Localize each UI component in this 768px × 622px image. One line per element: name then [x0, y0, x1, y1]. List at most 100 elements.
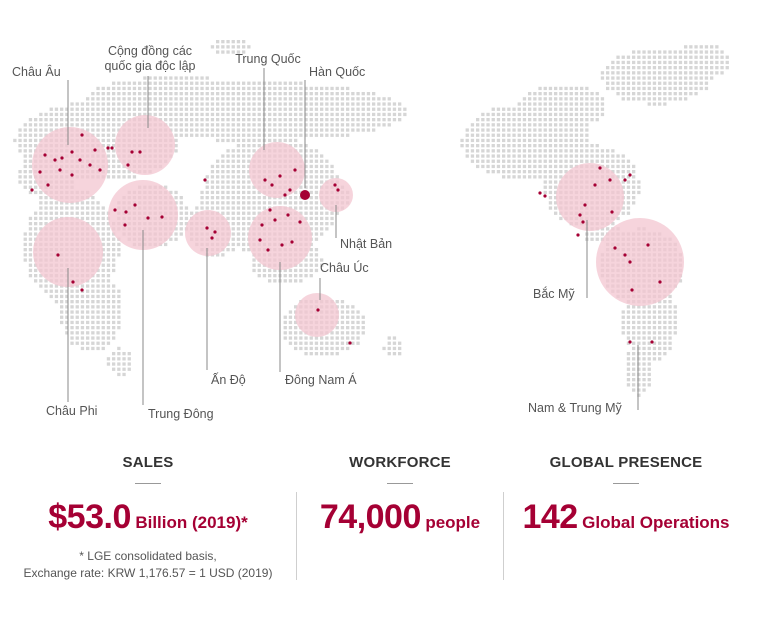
map-dot	[314, 253, 319, 257]
map-dot	[205, 201, 209, 205]
map-dot	[616, 66, 620, 70]
map-dot	[325, 118, 329, 122]
map-dot	[184, 102, 189, 106]
map-dot	[621, 71, 625, 75]
map-dot	[470, 154, 475, 158]
map-dot	[512, 149, 516, 153]
map-dot	[637, 71, 641, 75]
map-dot	[80, 336, 85, 340]
map-dot	[580, 128, 584, 132]
map-dot	[112, 133, 116, 137]
map-dot	[101, 138, 105, 143]
map-dot	[23, 123, 27, 127]
map-dot	[507, 107, 511, 111]
map-dot	[205, 97, 209, 101]
region-circle-japan	[319, 178, 353, 212]
map-dot	[564, 138, 568, 143]
map-dot	[247, 138, 251, 143]
map-dot	[101, 315, 105, 319]
map-dot	[278, 92, 282, 96]
map-dot	[309, 263, 313, 267]
map-dot	[44, 279, 48, 283]
map-dot	[658, 66, 662, 70]
map-dot	[325, 341, 329, 345]
map-dot	[112, 144, 116, 148]
map-dot	[278, 138, 282, 143]
map-dot	[632, 180, 636, 184]
map-dot	[106, 331, 111, 335]
map-dot	[231, 128, 235, 132]
map-dot	[320, 92, 324, 96]
map-dot	[28, 138, 33, 143]
map-dot	[611, 154, 615, 158]
map-dot	[70, 320, 74, 325]
map-dot	[294, 138, 298, 143]
map-dot	[704, 81, 709, 85]
map-dot	[117, 175, 121, 179]
map-dot	[564, 170, 568, 174]
map-dot	[574, 102, 579, 106]
map-dot	[502, 123, 506, 127]
map-dot	[242, 201, 246, 205]
map-dot	[668, 50, 672, 54]
map-dot	[481, 159, 485, 163]
map-dot	[117, 118, 121, 122]
map-dot	[658, 71, 662, 75]
map-dot	[200, 92, 204, 96]
map-dot	[356, 123, 360, 127]
map-dot	[637, 383, 641, 387]
label-north-america: Bắc Mỹ	[533, 286, 575, 301]
map-dot	[252, 138, 256, 143]
map-dot	[210, 118, 215, 122]
map-dot	[585, 128, 589, 132]
map-dot	[559, 86, 563, 91]
map-dot	[190, 81, 194, 85]
map-dot	[335, 97, 339, 101]
map-dot	[257, 128, 261, 132]
map-dot	[96, 128, 100, 132]
map-dot	[684, 76, 688, 80]
map-dot	[658, 341, 662, 345]
map-dot	[658, 97, 662, 101]
map-dot	[382, 107, 386, 111]
map-dot	[710, 55, 714, 59]
map-dot	[637, 393, 641, 397]
map-dot	[507, 112, 511, 117]
map-dot	[554, 164, 558, 169]
map-dot	[314, 86, 319, 91]
map-dot	[585, 86, 589, 91]
map-dot	[340, 305, 345, 309]
map-dot	[372, 107, 376, 111]
map-dot	[486, 164, 490, 169]
map-dot	[299, 128, 303, 132]
map-dot	[117, 164, 121, 169]
map-dot	[39, 227, 43, 231]
map-dot	[647, 81, 651, 85]
map-dot	[226, 190, 230, 195]
map-dot	[112, 284, 116, 288]
map-dot	[309, 206, 313, 210]
map-dot	[611, 60, 615, 65]
map-dot	[283, 201, 287, 205]
map-dot	[694, 45, 698, 49]
map-dot	[528, 149, 532, 153]
map-dot	[65, 315, 69, 319]
map-dot	[257, 123, 261, 127]
map-dot	[221, 50, 225, 54]
map-dot	[642, 86, 646, 91]
map-dot	[652, 66, 657, 70]
map-dot	[205, 112, 209, 117]
map-dot	[210, 128, 215, 132]
map-dot	[70, 102, 74, 106]
map-dot	[268, 97, 272, 101]
map-dot	[231, 97, 235, 101]
map-dot	[652, 71, 657, 75]
map-dot	[236, 232, 241, 236]
map-dot	[554, 196, 558, 200]
map-dot	[112, 102, 116, 106]
map-dot	[621, 81, 625, 85]
map-dot	[294, 279, 298, 283]
map-dot	[330, 86, 334, 91]
map-dot	[174, 97, 178, 101]
map-dot	[60, 320, 64, 325]
